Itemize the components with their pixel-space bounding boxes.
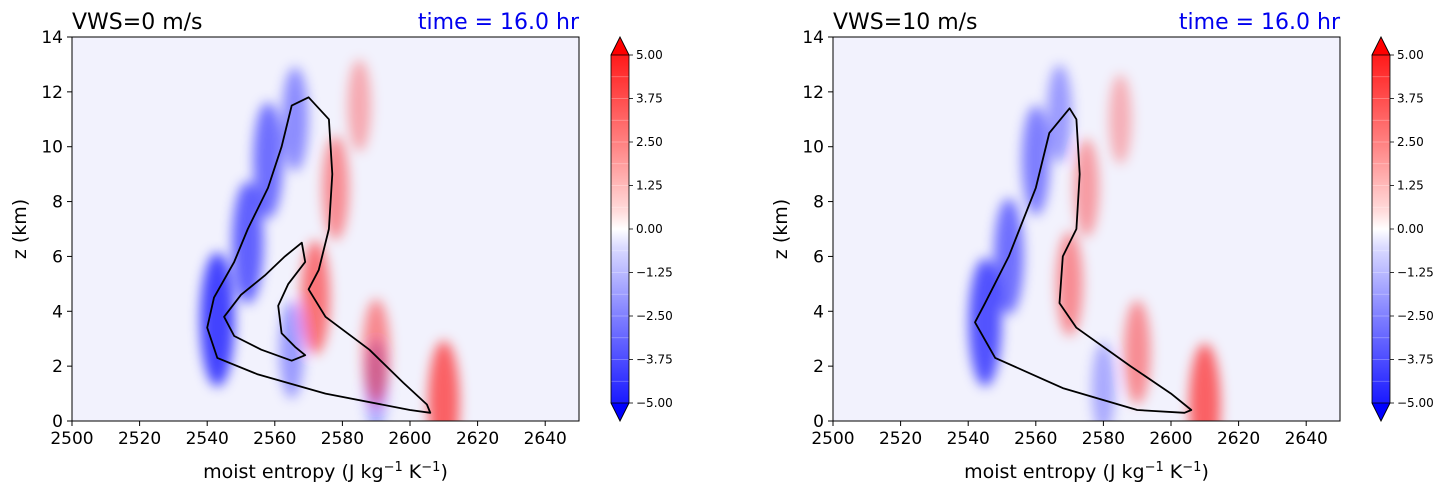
y-axis-label: z (km) — [9, 199, 31, 259]
colorbar-extend-max — [610, 36, 630, 56]
plot-background — [72, 37, 579, 421]
field-blobs — [968, 64, 1221, 421]
time-label: time = 16.0 hr — [418, 10, 580, 35]
colorbar-tick-label: 0.00 — [1397, 222, 1424, 236]
colorbar-tick-label: 5.00 — [636, 48, 663, 62]
colorbar-tick-label: −1.25 — [636, 266, 673, 280]
x-axis-label: moist entropy (J kg−1 K−1) — [203, 460, 448, 484]
positive-anomaly-4 — [347, 59, 371, 152]
x-tick-label: 2640 — [524, 429, 567, 449]
x-tick-label: 2520 — [879, 429, 922, 449]
x-tick-label: 2560 — [253, 429, 296, 449]
colorbar-tick-label: 1.25 — [1397, 179, 1424, 193]
positive-anomaly-4 — [1109, 74, 1132, 165]
x-tick-label: 2540 — [947, 429, 990, 449]
negative-anomaly-0 — [200, 252, 235, 387]
y-axis-label: z (km) — [770, 199, 792, 259]
panel-vws-10: 2500 2520 2540 2560 2580 2600 2620 2640 0 2 4 6 8 10 1… — [770, 10, 1434, 483]
panel-vws-0: 2500 2520 2540 2560 2580 2600 2620 2640 0 2 4 6 8 10 1… — [9, 10, 673, 483]
y-tick-label: 12 — [41, 83, 63, 103]
positive-anomaly-1 — [322, 135, 349, 240]
colorbar-tick-label: 3.75 — [636, 92, 663, 106]
colorbar: 5.00 3.75 2.50 1.25 0.00 −1.25 −2.50 −3.75 −5.00 — [610, 36, 673, 422]
positive-anomaly-3 — [1189, 343, 1221, 421]
colorbar-tick-label: 3.75 — [1397, 92, 1424, 106]
negative-anomaly-3 — [281, 67, 309, 172]
colorbar-tick-label: 1.25 — [636, 179, 663, 193]
negative-anomaly-4 — [279, 300, 305, 399]
y-tick-label: 6 — [813, 247, 824, 267]
colorbar-extend-min — [610, 402, 630, 422]
x-tick-label: 2600 — [1149, 429, 1192, 449]
negative-anomaly-3 — [1047, 64, 1072, 163]
x-tick-label: 2500 — [50, 429, 93, 449]
y-tick-label: 12 — [802, 83, 824, 103]
positive-anomaly-2 — [362, 299, 390, 406]
panel-title: VWS=0 m/s — [72, 10, 203, 35]
x-axis-label: moist entropy (J kg−1 K−1) — [964, 460, 1209, 484]
colorbar-tick-label: −5.00 — [1397, 396, 1434, 410]
y-tick-label: 14 — [802, 28, 824, 48]
colorbar-tick-label: 2.50 — [1397, 135, 1424, 149]
colorbar-tick-label: −2.50 — [636, 309, 673, 323]
x-tick-label: 2520 — [118, 429, 161, 449]
contour-inner — [223, 241, 307, 362]
y-tick-label: 10 — [802, 138, 824, 158]
positive-anomaly-1 — [1074, 138, 1099, 237]
colorbar-fill — [611, 55, 629, 403]
negative-anomaly-2 — [1021, 105, 1050, 216]
colorbar-tick-label: −5.00 — [636, 396, 673, 410]
y-tick-label: 4 — [813, 302, 824, 322]
colorbar: 5.00 3.75 2.50 1.25 0.00 −1.25 −2.50 −3.75 −5.00 — [1371, 36, 1434, 422]
axes-frame — [71, 36, 580, 422]
colorbar-tick-label: 5.00 — [1397, 48, 1424, 62]
x-tick-label: 2620 — [1217, 429, 1260, 449]
time-label: time = 16.0 hr — [1179, 10, 1341, 35]
y-tick-label: 4 — [52, 302, 63, 322]
y-tick-label: 2 — [52, 357, 63, 377]
panel-title: VWS=10 m/s — [833, 10, 978, 35]
y-tick-label: 10 — [41, 138, 63, 158]
colorbar-tick-label: −3.75 — [636, 353, 673, 367]
contour-outer — [206, 96, 432, 414]
x-tick-label: 2540 — [186, 429, 229, 449]
x-tick-label: 2500 — [811, 429, 854, 449]
colorbar-fill — [1372, 55, 1390, 403]
y-tick-label: 0 — [52, 412, 63, 432]
colorbar-tick-label: 2.50 — [636, 135, 663, 149]
positive-anomaly-0 — [300, 240, 330, 355]
x-tick-label: 2560 — [1014, 429, 1057, 449]
y-tick-label: 2 — [813, 357, 824, 377]
y-tick-label: 8 — [813, 193, 824, 213]
colorbar-tick-label: −2.50 — [1397, 309, 1434, 323]
x-tick-label: 2580 — [1082, 429, 1125, 449]
contour-outer — [974, 107, 1193, 414]
y-tick-label: 14 — [41, 28, 63, 48]
y-tick-label: 6 — [52, 247, 63, 267]
field-layer — [200, 59, 460, 421]
negative-anomaly-4 — [1091, 342, 1115, 421]
x-tick-label: 2600 — [388, 429, 431, 449]
colorbar-extend-max — [1371, 36, 1391, 56]
y-tick-label: 0 — [813, 412, 824, 432]
colorbar-tick-label: −1.25 — [1397, 266, 1434, 280]
x-tick-label: 2620 — [456, 429, 499, 449]
axes-frame — [832, 36, 1341, 422]
negative-anomaly-2 — [253, 102, 283, 219]
colorbar-extend-min — [1371, 402, 1391, 422]
positive-anomaly-3 — [428, 340, 460, 421]
colorbar-tick-label: 0.00 — [636, 222, 663, 236]
x-tick-label: 2640 — [1285, 429, 1328, 449]
colorbar-tick-label: −3.75 — [1397, 353, 1434, 367]
x-tick-label: 2580 — [321, 429, 364, 449]
field-layer — [968, 64, 1221, 421]
y-tick-label: 8 — [52, 193, 63, 213]
positive-anomaly-2 — [1124, 300, 1151, 405]
